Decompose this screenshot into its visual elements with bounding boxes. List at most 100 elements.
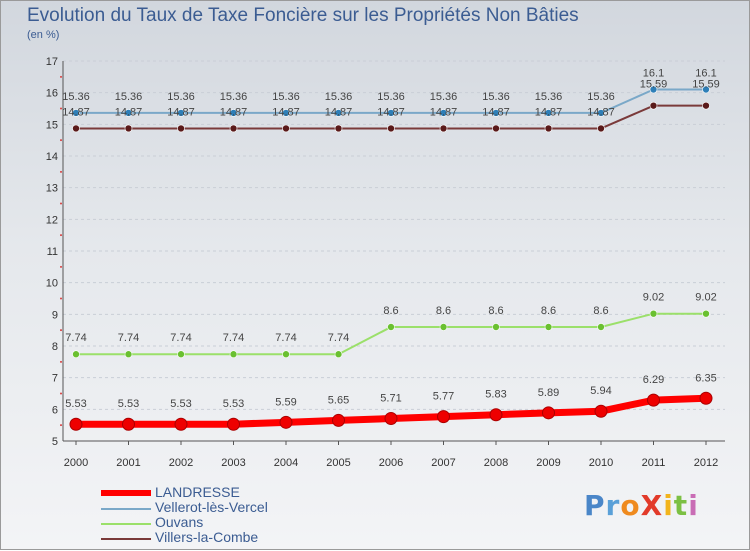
data-point xyxy=(384,412,398,426)
data-point xyxy=(282,350,290,359)
data-label: 15.59 xyxy=(640,79,668,91)
data-label: 15.36 xyxy=(167,91,195,103)
data-point xyxy=(437,410,450,424)
y-tick-label: 13 xyxy=(46,183,58,195)
data-label: 5.77 xyxy=(433,391,454,403)
data-label: 14.87 xyxy=(167,106,195,118)
y-tick-label: 8 xyxy=(52,341,58,353)
data-point xyxy=(229,109,238,117)
x-tick-label: 2007 xyxy=(431,457,455,469)
data-label: 15.36 xyxy=(535,91,563,103)
data-label: 5.53 xyxy=(65,398,86,410)
y-tick-label: 12 xyxy=(46,214,58,226)
data-label: 5.53 xyxy=(223,398,244,410)
y-minor-tick xyxy=(60,297,62,300)
data-point xyxy=(282,124,290,133)
data-label: 8.6 xyxy=(436,305,451,317)
data-label: 9.02 xyxy=(643,292,664,304)
y-minor-tick xyxy=(60,265,62,268)
y-tick-label: 5 xyxy=(52,436,58,448)
data-label: 15.36 xyxy=(587,91,615,103)
legend-label: LANDRESSE xyxy=(155,484,240,500)
data-label: 16.1 xyxy=(643,68,664,80)
data-point xyxy=(227,417,240,431)
data-label: 15.36 xyxy=(430,91,458,103)
data-label: 8.6 xyxy=(488,305,503,317)
data-label: 15.36 xyxy=(220,91,248,103)
data-point xyxy=(544,323,553,331)
data-point xyxy=(177,109,185,117)
data-label: 5.53 xyxy=(118,398,139,410)
y-axis-unit: (en %) xyxy=(27,29,60,41)
data-point xyxy=(439,124,448,133)
data-point xyxy=(334,124,343,133)
legend-label: Ouvans xyxy=(155,514,204,530)
chart-title: Evolution du Taux de Taxe Foncière sur l… xyxy=(27,5,579,26)
data-label: 8.6 xyxy=(541,305,556,317)
data-label: 8.6 xyxy=(383,305,398,317)
y-minor-tick xyxy=(60,329,62,332)
data-point xyxy=(439,323,448,331)
proxiti-logo: ProXiti xyxy=(584,489,699,522)
y-minor-tick xyxy=(60,170,62,173)
data-label: 7.74 xyxy=(170,332,191,344)
x-tick-label: 2000 xyxy=(64,457,88,469)
x-tick-label: 2012 xyxy=(694,457,718,469)
data-point xyxy=(387,323,395,331)
data-point xyxy=(332,413,345,427)
legend-swatch-villers xyxy=(101,538,151,540)
y-minor-tick xyxy=(60,424,62,427)
data-point xyxy=(699,391,713,405)
data-label: 6.35 xyxy=(695,372,716,384)
x-tick-label: 2004 xyxy=(274,457,298,469)
y-minor-tick xyxy=(60,202,62,205)
x-tick-label: 2003 xyxy=(221,457,245,469)
data-label: 15.36 xyxy=(482,91,510,103)
y-minor-tick xyxy=(60,392,62,395)
data-label: 5.65 xyxy=(328,394,349,406)
data-point xyxy=(229,350,238,359)
data-point xyxy=(702,85,710,94)
data-point xyxy=(702,309,710,318)
legend-item: Villers-la-Combe xyxy=(101,529,361,546)
x-tick-label: 2008 xyxy=(484,457,508,469)
data-label: 14.87 xyxy=(535,106,563,118)
data-label: 7.74 xyxy=(328,332,349,344)
data-point xyxy=(334,350,343,359)
x-tick-label: 2011 xyxy=(642,457,666,469)
data-label: 15.36 xyxy=(325,91,353,103)
y-tick-label: 11 xyxy=(47,246,58,258)
data-point xyxy=(69,417,83,431)
data-point xyxy=(649,85,658,94)
data-point xyxy=(124,124,133,133)
data-point xyxy=(544,109,553,117)
data-point xyxy=(702,101,710,110)
data-label: 5.71 xyxy=(380,393,401,405)
y-tick-label: 15 xyxy=(46,119,58,131)
data-point xyxy=(544,124,553,133)
y-tick-label: 6 xyxy=(52,404,58,416)
data-label: 5.53 xyxy=(170,398,191,410)
data-point xyxy=(492,323,500,331)
data-point xyxy=(122,417,135,431)
data-point xyxy=(387,109,395,117)
data-label: 15.36 xyxy=(377,91,405,103)
x-tick-label: 2002 xyxy=(169,457,193,469)
data-point xyxy=(72,109,80,117)
data-point xyxy=(489,408,503,422)
legend-item: Ouvans xyxy=(101,514,361,531)
x-tick-label: 2010 xyxy=(589,457,613,469)
x-tick-label: 2009 xyxy=(536,457,560,469)
legend-swatch-landresse xyxy=(101,490,151,496)
data-point xyxy=(72,124,80,133)
data-point xyxy=(492,124,500,133)
data-point xyxy=(594,404,608,418)
data-point xyxy=(229,124,238,133)
data-point xyxy=(542,406,555,420)
data-label: 5.94 xyxy=(590,385,611,397)
data-label: 15.36 xyxy=(115,91,143,103)
data-point xyxy=(387,124,395,133)
data-label: 14.87 xyxy=(115,106,143,118)
data-point xyxy=(649,309,658,318)
